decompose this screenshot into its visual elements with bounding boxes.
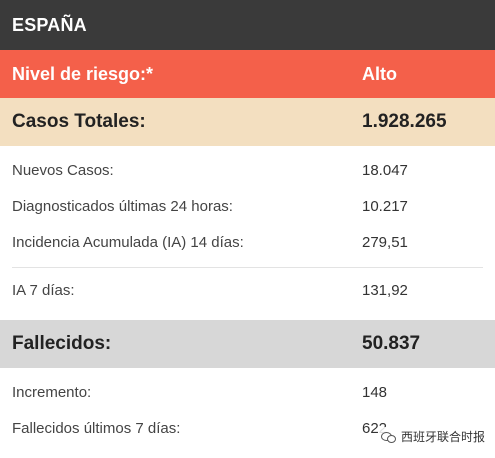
cases-details: Nuevos Casos: 18.047 Diagnosticados últi… xyxy=(0,146,495,260)
stat-label: IA 7 días: xyxy=(12,281,75,299)
stat-row-increment: Incremento: 148 xyxy=(0,374,495,410)
stat-label: Fallecidos últimos 7 días: xyxy=(12,419,181,437)
risk-level-row: Nivel de riesgo:* Alto xyxy=(0,50,495,98)
watermark: 西班牙联合时报 xyxy=(378,427,487,446)
risk-level-value: Alto xyxy=(362,63,397,84)
stat-row-deaths-7d: Fallecidos últimos 7 días: 622 xyxy=(0,410,495,446)
wechat-icon xyxy=(380,431,397,443)
stat-value: 131,92 xyxy=(362,281,408,299)
deaths-label: Fallecidos: xyxy=(12,333,112,354)
divider xyxy=(12,267,483,268)
region-header: ESPAÑA xyxy=(0,0,495,50)
deaths-details: Incremento: 148 Fallecidos últimos 7 día… xyxy=(0,368,495,446)
total-cases-row: Casos Totales: 1.928.265 xyxy=(0,98,495,146)
stat-label: Nuevos Casos: xyxy=(12,161,114,179)
risk-level-label: Nivel de riesgo:* xyxy=(12,63,154,84)
stat-value: 18.047 xyxy=(362,161,408,179)
deaths-row: Fallecidos: 50.837 xyxy=(0,320,495,368)
deaths-value: 50.837 xyxy=(362,333,421,354)
ia7-details: IA 7 días: 131,92 xyxy=(0,268,495,308)
total-cases-label: Casos Totales: xyxy=(12,111,146,132)
region-title: ESPAÑA xyxy=(12,14,87,35)
total-cases-value: 1.928.265 xyxy=(362,111,447,132)
stat-label: Incremento: xyxy=(12,383,92,401)
stat-row-ia-14: Incidencia Acumulada (IA) 14 días: 279,5… xyxy=(0,224,495,260)
stat-row-ia-7: IA 7 días: 131,92 xyxy=(0,272,495,308)
stat-label: Incidencia Acumulada (IA) 14 días: xyxy=(12,233,244,251)
stat-value: 148 xyxy=(362,383,388,401)
watermark-text: 西班牙联合时报 xyxy=(400,430,485,444)
stat-label: Diagnosticados últimas 24 horas: xyxy=(12,197,233,215)
stat-value: 10.217 xyxy=(362,197,408,215)
stat-row-new-cases: Nuevos Casos: 18.047 xyxy=(0,152,495,188)
stat-row-diagnosed-24h: Diagnosticados últimas 24 horas: 10.217 xyxy=(0,188,495,224)
stat-value: 279,51 xyxy=(362,233,408,251)
